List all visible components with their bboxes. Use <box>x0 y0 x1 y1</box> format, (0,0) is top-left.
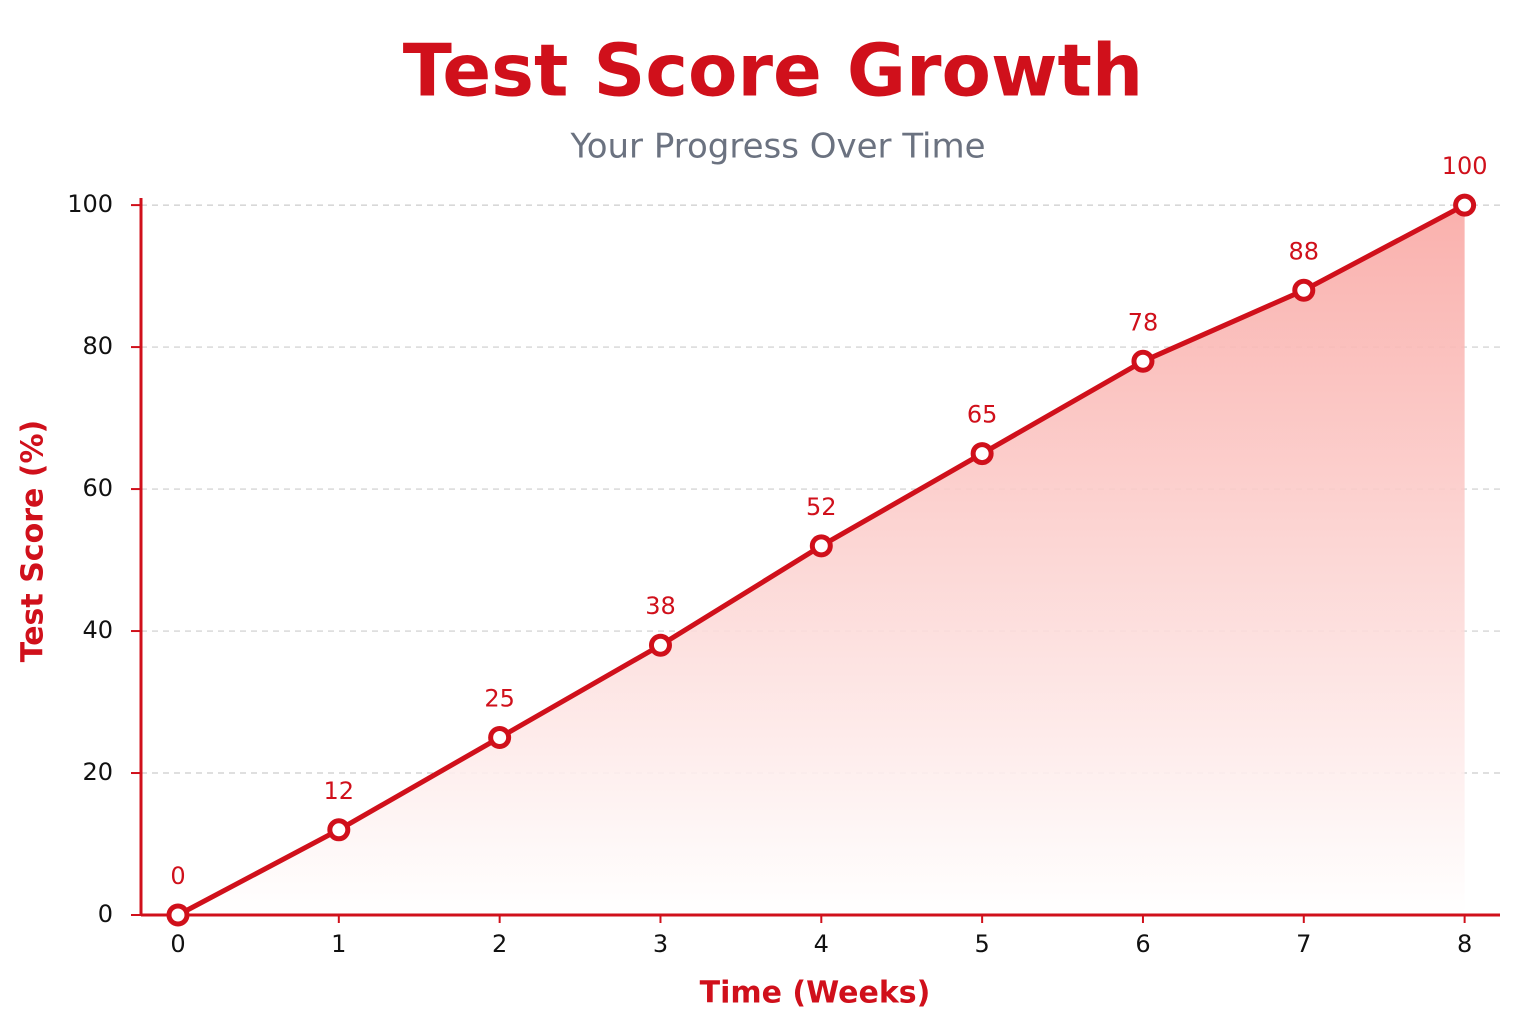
chart-title: Test Score Growth <box>403 29 1143 113</box>
point <box>1453 193 1477 217</box>
chart-subtitle: Your Progress Over Time <box>569 127 985 167</box>
point <box>648 633 672 657</box>
value-label: 65 <box>967 401 998 429</box>
point <box>327 818 351 842</box>
y-tick-label: 60 <box>82 474 113 502</box>
y-axis-label: Test Score (%) <box>16 420 51 663</box>
point <box>970 442 994 466</box>
point <box>488 726 512 750</box>
point <box>1292 278 1316 302</box>
x-tick-label: 4 <box>814 930 829 958</box>
x-tick-label: 0 <box>170 930 185 958</box>
x-axis-label: Time (Weeks) <box>700 976 931 1011</box>
value-label: 12 <box>324 777 355 805</box>
y-tick-label: 80 <box>82 332 113 360</box>
x-tick-label: 2 <box>492 930 507 958</box>
y-tick-label: 0 <box>98 900 113 928</box>
value-label: 78 <box>1128 308 1159 336</box>
x-tick-label: 7 <box>1296 930 1311 958</box>
x-tick-label: 3 <box>653 930 668 958</box>
value-label: 0 <box>170 862 185 890</box>
y-tick-label: 100 <box>67 190 113 218</box>
value-label: 52 <box>806 493 837 521</box>
value-label: 100 <box>1442 152 1488 180</box>
x-tick-label: 1 <box>331 930 346 958</box>
point <box>166 903 190 927</box>
value-label: 25 <box>484 685 515 713</box>
value-label: 88 <box>1289 237 1320 265</box>
y-tick-label: 40 <box>82 616 113 644</box>
x-tick-label: 5 <box>974 930 989 958</box>
value-label: 38 <box>645 592 676 620</box>
point <box>809 534 833 558</box>
x-tick-label: 8 <box>1457 930 1472 958</box>
x-tick-label: 6 <box>1135 930 1150 958</box>
y-tick-label: 20 <box>82 758 113 786</box>
point <box>1131 349 1155 373</box>
